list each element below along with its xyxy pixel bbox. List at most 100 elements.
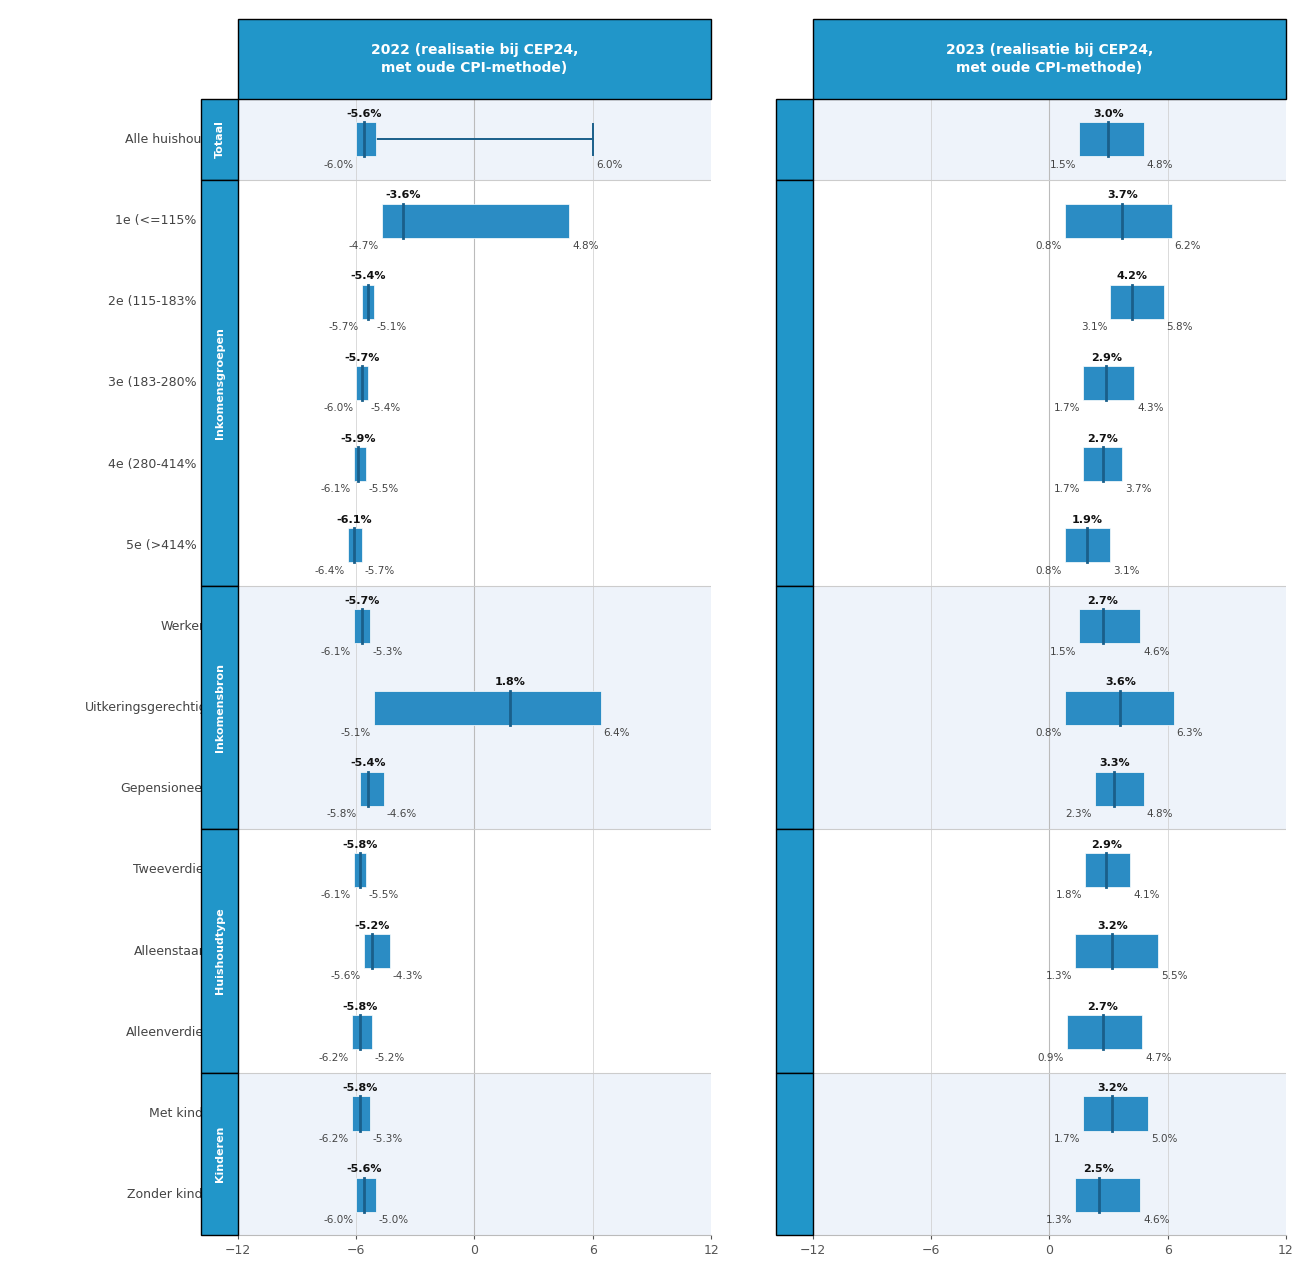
Text: -5.4%: -5.4% — [351, 271, 386, 281]
Bar — [1083, 1097, 1148, 1130]
Bar — [356, 1177, 375, 1212]
Text: 3.7%: 3.7% — [1107, 190, 1138, 200]
Bar — [352, 1097, 370, 1130]
Text: 3.7%: 3.7% — [1125, 484, 1152, 494]
Text: 1.7%: 1.7% — [1053, 1134, 1079, 1144]
Text: -6.1%: -6.1% — [321, 890, 351, 900]
Text: -6.0%: -6.0% — [323, 403, 353, 413]
Text: -5.8%: -5.8% — [343, 1084, 378, 1093]
Bar — [382, 204, 569, 238]
Bar — [1065, 528, 1111, 562]
Text: -6.1%: -6.1% — [321, 484, 351, 494]
Text: -6.1%: -6.1% — [336, 515, 372, 525]
Text: 4.2%: 4.2% — [1117, 271, 1147, 281]
Text: -5.4%: -5.4% — [372, 403, 401, 413]
Text: 1.5%: 1.5% — [1050, 159, 1076, 169]
Text: 0.8%: 0.8% — [1035, 241, 1063, 250]
Text: 5.5%: 5.5% — [1161, 972, 1187, 981]
Text: 2.9%: 2.9% — [1091, 353, 1122, 362]
Text: -5.9%: -5.9% — [340, 434, 375, 444]
Text: 4.6%: 4.6% — [1143, 1215, 1169, 1225]
Text: 6.2%: 6.2% — [1174, 241, 1202, 250]
Text: 2.3%: 2.3% — [1065, 809, 1091, 819]
Bar — [1065, 204, 1172, 238]
Bar — [1083, 447, 1122, 482]
Bar — [812, 1073, 1286, 1235]
Text: 6.4%: 6.4% — [604, 728, 630, 738]
Text: Alleenstaanden: Alleenstaanden — [134, 945, 231, 958]
Bar — [1111, 285, 1164, 318]
Text: 1.8%: 1.8% — [495, 678, 525, 687]
Bar — [1095, 772, 1144, 806]
Text: -5.5%: -5.5% — [369, 484, 399, 494]
Text: 1e (<=115% wml): 1e (<=115% wml) — [116, 214, 231, 227]
Text: 2.7%: 2.7% — [1087, 596, 1118, 606]
Bar — [364, 933, 390, 968]
Text: -5.8%: -5.8% — [343, 840, 378, 850]
Text: 2.7%: 2.7% — [1087, 434, 1118, 444]
Text: -5.7%: -5.7% — [329, 322, 359, 333]
Text: 2e (115-183% wml): 2e (115-183% wml) — [108, 295, 231, 308]
Text: -5.7%: -5.7% — [344, 353, 379, 362]
Bar — [1074, 933, 1157, 968]
Text: Gepensioneerden: Gepensioneerden — [121, 782, 231, 795]
Text: -5.0%: -5.0% — [379, 1215, 409, 1225]
Text: 2022 (realisatie bij CEP24,
met oude CPI-methode): 2022 (realisatie bij CEP24, met oude CPI… — [370, 42, 578, 76]
Text: 4.8%: 4.8% — [1147, 159, 1173, 169]
Text: 3.1%: 3.1% — [1113, 565, 1141, 575]
Text: 1.7%: 1.7% — [1053, 403, 1079, 413]
Bar — [374, 691, 600, 724]
Text: Werkenden: Werkenden — [161, 620, 231, 633]
Text: 2.7%: 2.7% — [1087, 1002, 1118, 1012]
Text: -6.2%: -6.2% — [320, 1053, 349, 1063]
Text: 3.6%: 3.6% — [1105, 678, 1135, 687]
Text: 6.0%: 6.0% — [596, 159, 622, 169]
Bar — [1085, 853, 1130, 887]
Text: -4.3%: -4.3% — [392, 972, 423, 981]
Text: -5.2%: -5.2% — [375, 1053, 405, 1063]
Text: -4.7%: -4.7% — [348, 241, 379, 250]
Bar — [238, 1073, 711, 1235]
Bar — [238, 586, 711, 829]
Text: 3.0%: 3.0% — [1094, 109, 1124, 119]
Text: 2.5%: 2.5% — [1083, 1165, 1115, 1175]
Bar — [238, 829, 711, 1073]
Text: -5.1%: -5.1% — [340, 728, 372, 738]
Text: -5.8%: -5.8% — [343, 1002, 378, 1012]
Bar — [812, 99, 1286, 180]
Bar — [812, 586, 1286, 829]
Text: 1.9%: 1.9% — [1072, 515, 1103, 525]
Text: 5.8%: 5.8% — [1167, 322, 1194, 333]
Text: Met kinderen: Met kinderen — [149, 1107, 231, 1120]
Text: 1.5%: 1.5% — [1050, 647, 1076, 656]
Bar — [360, 772, 383, 806]
Text: 0.9%: 0.9% — [1038, 1053, 1064, 1063]
Text: Zonder kinderen: Zonder kinderen — [127, 1188, 231, 1201]
Text: Inkomensbron: Inkomensbron — [214, 663, 225, 752]
Text: 0.8%: 0.8% — [1035, 728, 1063, 738]
Text: Huishoudtype: Huishoudtype — [214, 908, 225, 994]
Bar — [355, 447, 366, 482]
Text: Kinderen: Kinderen — [214, 1126, 225, 1183]
Text: -5.8%: -5.8% — [327, 809, 357, 819]
Bar — [356, 122, 375, 157]
Text: -5.6%: -5.6% — [347, 1165, 382, 1175]
Text: -3.6%: -3.6% — [386, 190, 421, 200]
Text: 4.1%: 4.1% — [1133, 890, 1160, 900]
Text: 6.3%: 6.3% — [1177, 728, 1203, 738]
Text: -6.1%: -6.1% — [321, 647, 351, 656]
Text: -5.5%: -5.5% — [369, 890, 399, 900]
Text: Totaal: Totaal — [214, 121, 225, 158]
Bar — [1083, 366, 1134, 401]
Text: -5.7%: -5.7% — [365, 565, 395, 575]
Text: 4.3%: 4.3% — [1137, 403, 1164, 413]
Text: -5.4%: -5.4% — [351, 759, 386, 769]
Bar — [1079, 610, 1141, 643]
Text: -5.6%: -5.6% — [347, 109, 382, 119]
Text: 4.8%: 4.8% — [572, 241, 599, 250]
Text: -5.2%: -5.2% — [355, 921, 390, 931]
Bar — [238, 180, 711, 586]
Text: 1.7%: 1.7% — [1053, 484, 1079, 494]
Text: -5.3%: -5.3% — [373, 647, 403, 656]
Bar — [348, 528, 362, 562]
